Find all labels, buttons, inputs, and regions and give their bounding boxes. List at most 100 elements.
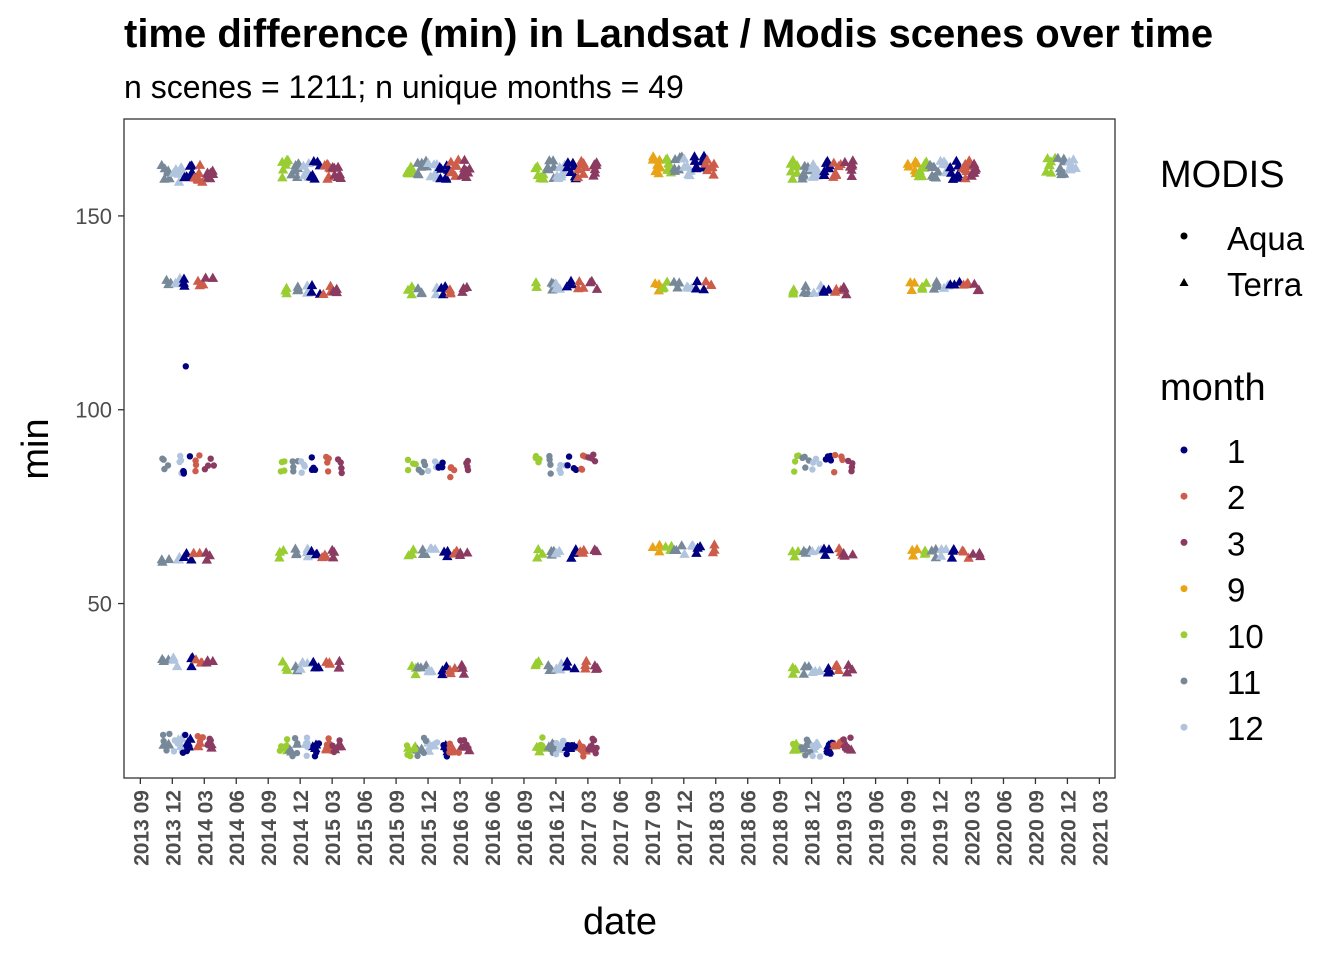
- data-point: [442, 551, 453, 561]
- data-point: [404, 466, 412, 474]
- x-tick-label: 2020 09: [1025, 790, 1048, 866]
- data-point: [173, 176, 185, 186]
- x-tick-label: 2013 12: [162, 790, 185, 866]
- y-tick-label: 150: [75, 204, 112, 229]
- legend-month-label: 9: [1227, 572, 1245, 609]
- data-point: [1052, 152, 1064, 162]
- x-tick-label: 2015 06: [354, 790, 377, 866]
- data-point: [816, 460, 823, 467]
- data-point: [655, 162, 666, 172]
- x-tick-label: 2016 12: [546, 790, 569, 866]
- data-point: [563, 750, 570, 758]
- y-axis: 50 100 150: [75, 204, 124, 617]
- data-point: [164, 173, 175, 183]
- data-point: [425, 171, 436, 181]
- data-point: [700, 158, 711, 168]
- data-point: [416, 288, 427, 298]
- data-point: [281, 458, 288, 465]
- data-point: [839, 156, 851, 166]
- data-point: [294, 740, 301, 747]
- data-point: [791, 468, 798, 475]
- data-point: [798, 168, 809, 178]
- data-point: [833, 664, 844, 674]
- data-point: [319, 549, 331, 559]
- data-point: [464, 466, 472, 474]
- data-point: [592, 750, 599, 757]
- data-point: [192, 461, 200, 469]
- legend-month-label: 1: [1227, 433, 1245, 470]
- data-point: [530, 163, 541, 173]
- data-point: [414, 752, 421, 760]
- data-point: [831, 469, 838, 476]
- data-point: [709, 539, 720, 549]
- data-point: [434, 161, 445, 171]
- data-point: [1044, 159, 1055, 169]
- data-point: [182, 363, 189, 370]
- data-point: [331, 287, 342, 297]
- data-point: [689, 151, 700, 161]
- x-tick-label: 2015 03: [322, 790, 345, 866]
- data-point: [654, 539, 665, 549]
- data-point: [168, 654, 179, 664]
- data-point: [159, 455, 166, 462]
- data-point: [556, 466, 563, 473]
- data-point: [839, 283, 850, 293]
- data-point: [182, 731, 189, 739]
- data-point: [708, 169, 719, 179]
- data-point: [940, 544, 952, 554]
- data-point: [791, 458, 799, 465]
- data-point: [546, 456, 553, 463]
- data-point: [462, 547, 473, 557]
- data-point: [847, 734, 854, 741]
- data-point: [593, 744, 600, 752]
- data-point: [789, 740, 797, 748]
- data-point: [907, 544, 918, 554]
- data-point: [423, 157, 434, 167]
- data-point: [567, 279, 578, 289]
- data-point: [163, 554, 175, 564]
- legend-month-label: 2: [1227, 479, 1245, 516]
- data-point: [807, 666, 818, 676]
- data-point: [841, 667, 853, 677]
- data-point: [822, 667, 834, 677]
- x-tick-label: 2014 03: [194, 790, 217, 866]
- data-point: [928, 283, 940, 293]
- data-point: [306, 280, 318, 290]
- data-point: [303, 752, 310, 759]
- data-point: [809, 752, 816, 760]
- data-point: [458, 668, 470, 678]
- data-point: [657, 283, 668, 293]
- data-point: [328, 552, 339, 562]
- data-point: [318, 288, 329, 298]
- data-point: [277, 656, 288, 666]
- data-point: [290, 468, 297, 475]
- data-point: [946, 552, 958, 562]
- data-point: [847, 664, 858, 674]
- data-point: [455, 547, 466, 557]
- data-point: [457, 286, 468, 296]
- data-point: [539, 734, 546, 741]
- data-point: [278, 545, 289, 555]
- data-point: [571, 743, 579, 750]
- data-point: [572, 172, 584, 182]
- data-point: [702, 165, 713, 175]
- data-point: [578, 168, 589, 178]
- data-point: [951, 155, 962, 165]
- data-point: [171, 661, 183, 671]
- data-point: [281, 282, 292, 292]
- data-point: [207, 737, 214, 744]
- data-point: [424, 467, 432, 475]
- x-tick-label: 2017 03: [578, 790, 601, 866]
- data-point: [327, 544, 338, 554]
- data-point: [292, 281, 303, 291]
- data-point: [192, 467, 199, 475]
- data-point: [310, 549, 322, 559]
- data-point: [163, 747, 170, 754]
- data-point: [406, 289, 417, 299]
- data-point: [535, 459, 542, 466]
- data-point: [647, 154, 658, 164]
- data-point: [334, 655, 345, 665]
- data-point: [807, 546, 818, 556]
- data-point: [663, 157, 674, 167]
- legend-month-label: 12: [1227, 710, 1264, 747]
